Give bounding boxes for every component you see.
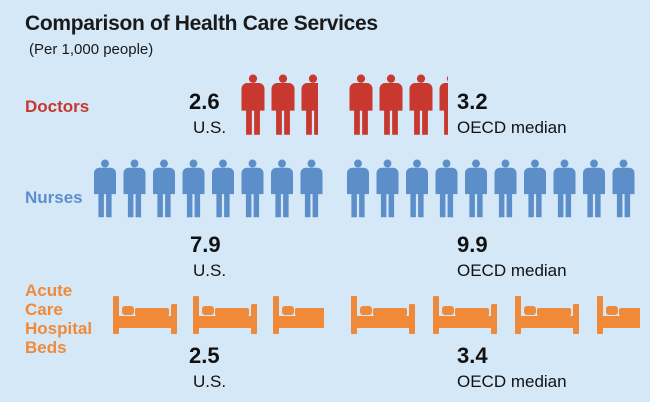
nurse-oecd-icon — [435, 159, 458, 218]
nurse-us-icon — [182, 159, 205, 218]
doctors-us-value: 2.6 — [189, 89, 220, 114]
nurses-oecd-label: OECD median — [457, 261, 567, 280]
nurse-oecd-icon — [553, 159, 576, 218]
nurse-us-icon — [153, 159, 175, 218]
doctor-us-icon — [241, 74, 265, 135]
bed-us-icon — [193, 296, 257, 334]
nurse-us-icon — [300, 159, 323, 218]
bed-oecd-icon — [433, 296, 497, 334]
category-label-beds: Acute Care Hospital Beds — [25, 281, 93, 357]
beds-oecd-label: OECD median — [457, 372, 567, 391]
nurse-oecd-icon — [406, 159, 428, 218]
nurse-oecd-icon — [376, 159, 399, 218]
nurses-us-value: 7.9 — [190, 232, 221, 257]
nurses-oecd-value: 9.9 — [457, 232, 488, 257]
beds-us-label: U.S. — [193, 372, 227, 391]
nurses-us-label: U.S. — [193, 261, 227, 280]
nurse-us-icon — [271, 159, 293, 218]
chart-subtitle: (Per 1,000 people) — [29, 41, 154, 58]
doctor-oecd-icon — [409, 74, 433, 135]
bed-oecd-icon — [351, 296, 415, 334]
chart-title: Comparison of Health Care Services — [25, 12, 378, 35]
beds-us-value: 2.5 — [189, 343, 220, 368]
nurse-us-icon — [212, 159, 234, 218]
nurse-oecd-icon — [347, 159, 369, 218]
nurse-oecd-icon — [494, 159, 517, 218]
category-label-nurses: Nurses — [25, 188, 83, 207]
bed-us-icon — [273, 296, 324, 334]
doctor-oecd-icon — [439, 75, 448, 135]
bed-oecd-icon — [515, 296, 579, 334]
nurse-oecd-icon — [465, 159, 487, 218]
bed-us-icon — [113, 296, 177, 334]
doctors-us-label: U.S. — [193, 118, 227, 137]
bed-oecd-icon — [597, 296, 640, 334]
nurse-oecd-icon — [523, 159, 546, 218]
nurse-us-icon — [94, 159, 116, 218]
doctor-us-icon — [301, 74, 318, 135]
nurse-us-icon — [123, 159, 146, 218]
doctor-oecd-icon — [349, 74, 373, 135]
doctor-oecd-icon — [379, 74, 403, 135]
doctors-oecd-value: 3.2 — [457, 89, 488, 114]
doctors-oecd-label: OECD median — [457, 118, 567, 137]
nurse-us-icon — [241, 159, 264, 218]
beds-oecd-value: 3.4 — [457, 343, 488, 368]
category-label-doctors: Doctors — [25, 97, 90, 116]
doctor-us-icon — [271, 74, 295, 135]
nurse-oecd-icon — [582, 159, 605, 218]
nurse-oecd-icon — [612, 159, 635, 218]
